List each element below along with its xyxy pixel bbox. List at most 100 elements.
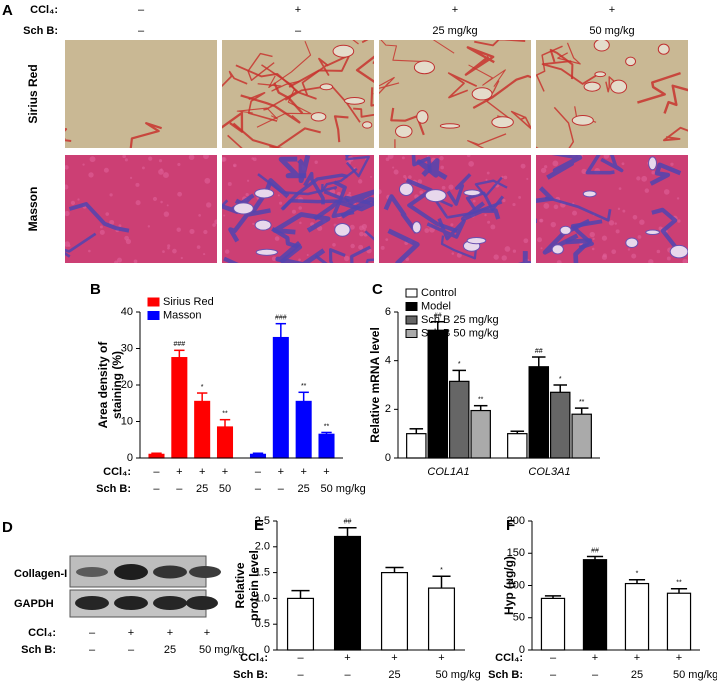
vessel — [466, 236, 487, 245]
vessel — [398, 182, 414, 196]
texture — [520, 163, 526, 169]
significance-label: * — [440, 567, 443, 574]
legend-swatch — [405, 302, 418, 311]
bar — [171, 357, 188, 459]
stain-label: Masson — [26, 187, 40, 232]
treatment-value: 25 — [631, 669, 643, 681]
bar — [295, 400, 312, 459]
texture — [403, 175, 407, 179]
vessel — [625, 237, 639, 249]
bar — [507, 433, 528, 459]
treatment-label: Sch B: — [23, 25, 58, 37]
fiber — [303, 171, 325, 205]
bar — [528, 366, 550, 459]
fiber — [518, 251, 531, 263]
texture — [291, 209, 296, 214]
texture — [523, 238, 529, 244]
treatment-value: 50 mg/kg — [436, 669, 481, 681]
band-label: GAPDH — [14, 598, 54, 610]
texture — [158, 159, 163, 163]
fiber — [68, 202, 130, 233]
treatment-value: + — [323, 466, 329, 478]
significance-label: * — [559, 376, 562, 383]
fiber — [546, 155, 583, 180]
texture — [468, 160, 475, 167]
texture — [99, 229, 105, 235]
fiber — [272, 212, 331, 235]
legend-label: Sch B 50 mg/kg — [421, 327, 499, 339]
y-axis-label: Relative mRNA level — [368, 327, 382, 443]
texture — [424, 228, 430, 233]
fiber — [379, 76, 400, 95]
treatment-value: + — [167, 627, 173, 639]
blot-band — [114, 596, 148, 610]
texture — [666, 256, 671, 261]
vessel — [254, 188, 275, 199]
texture — [148, 156, 153, 161]
legend-swatch — [405, 329, 418, 338]
treatment-value: 50 mg/kg — [199, 644, 244, 656]
texture — [203, 252, 206, 256]
treatment-value: + — [391, 652, 397, 664]
y-tick-label: 100 — [507, 579, 525, 591]
fiber — [278, 156, 307, 179]
treatment-value: + — [438, 652, 444, 664]
significance-label: * — [458, 361, 461, 368]
texture — [227, 181, 232, 186]
texture — [188, 155, 195, 161]
significance-label: ## — [434, 313, 442, 320]
texture — [401, 156, 405, 160]
texture — [133, 259, 138, 263]
texture — [124, 158, 128, 162]
vessel — [559, 225, 572, 235]
y-tick-label: 40 — [121, 306, 133, 318]
treatment-value: – — [138, 4, 145, 16]
texture — [617, 207, 621, 211]
texture — [65, 165, 69, 170]
treatment-value: – — [255, 483, 262, 495]
bar — [380, 571, 409, 651]
fiber — [350, 245, 372, 263]
texture — [417, 179, 423, 184]
treatment-value: 25 — [388, 669, 400, 681]
fiber — [663, 84, 688, 114]
treatment-value: – — [153, 466, 160, 478]
legend-label: Model — [421, 300, 451, 312]
texture — [166, 204, 169, 207]
texture — [189, 228, 195, 235]
fiber — [585, 155, 615, 175]
fiber — [542, 218, 591, 255]
texture — [637, 235, 642, 239]
treatment-value: 50 mg/kg — [673, 669, 717, 681]
texture — [203, 229, 208, 235]
treatment-value: – — [138, 25, 145, 37]
bar — [470, 409, 491, 459]
texture — [163, 172, 169, 179]
fiber — [361, 40, 369, 44]
fiber — [383, 194, 419, 234]
texture — [65, 210, 70, 217]
texture — [540, 247, 543, 250]
histology-image — [65, 40, 217, 148]
histology-image — [65, 155, 217, 263]
fiber — [440, 235, 478, 260]
texture — [615, 229, 620, 234]
treatment-value: – — [278, 483, 285, 495]
fiber — [637, 71, 681, 104]
y-axis-label: staining (%) — [110, 351, 124, 419]
texture — [88, 172, 94, 178]
texture — [198, 214, 201, 217]
texture — [456, 252, 462, 258]
texture — [332, 242, 336, 247]
treatment-value: – — [297, 652, 304, 664]
treatment-value: 50 mg/kg — [321, 483, 366, 495]
blot-band — [76, 567, 108, 577]
histology-image — [536, 155, 688, 263]
fiber — [565, 238, 593, 263]
texture — [232, 163, 237, 168]
treatment-value: + — [222, 466, 228, 478]
legend-label: Sirius Red — [163, 296, 214, 308]
texture — [486, 171, 490, 175]
image-bg — [65, 40, 217, 148]
legend-label: Sch B 25 mg/kg — [421, 314, 499, 326]
